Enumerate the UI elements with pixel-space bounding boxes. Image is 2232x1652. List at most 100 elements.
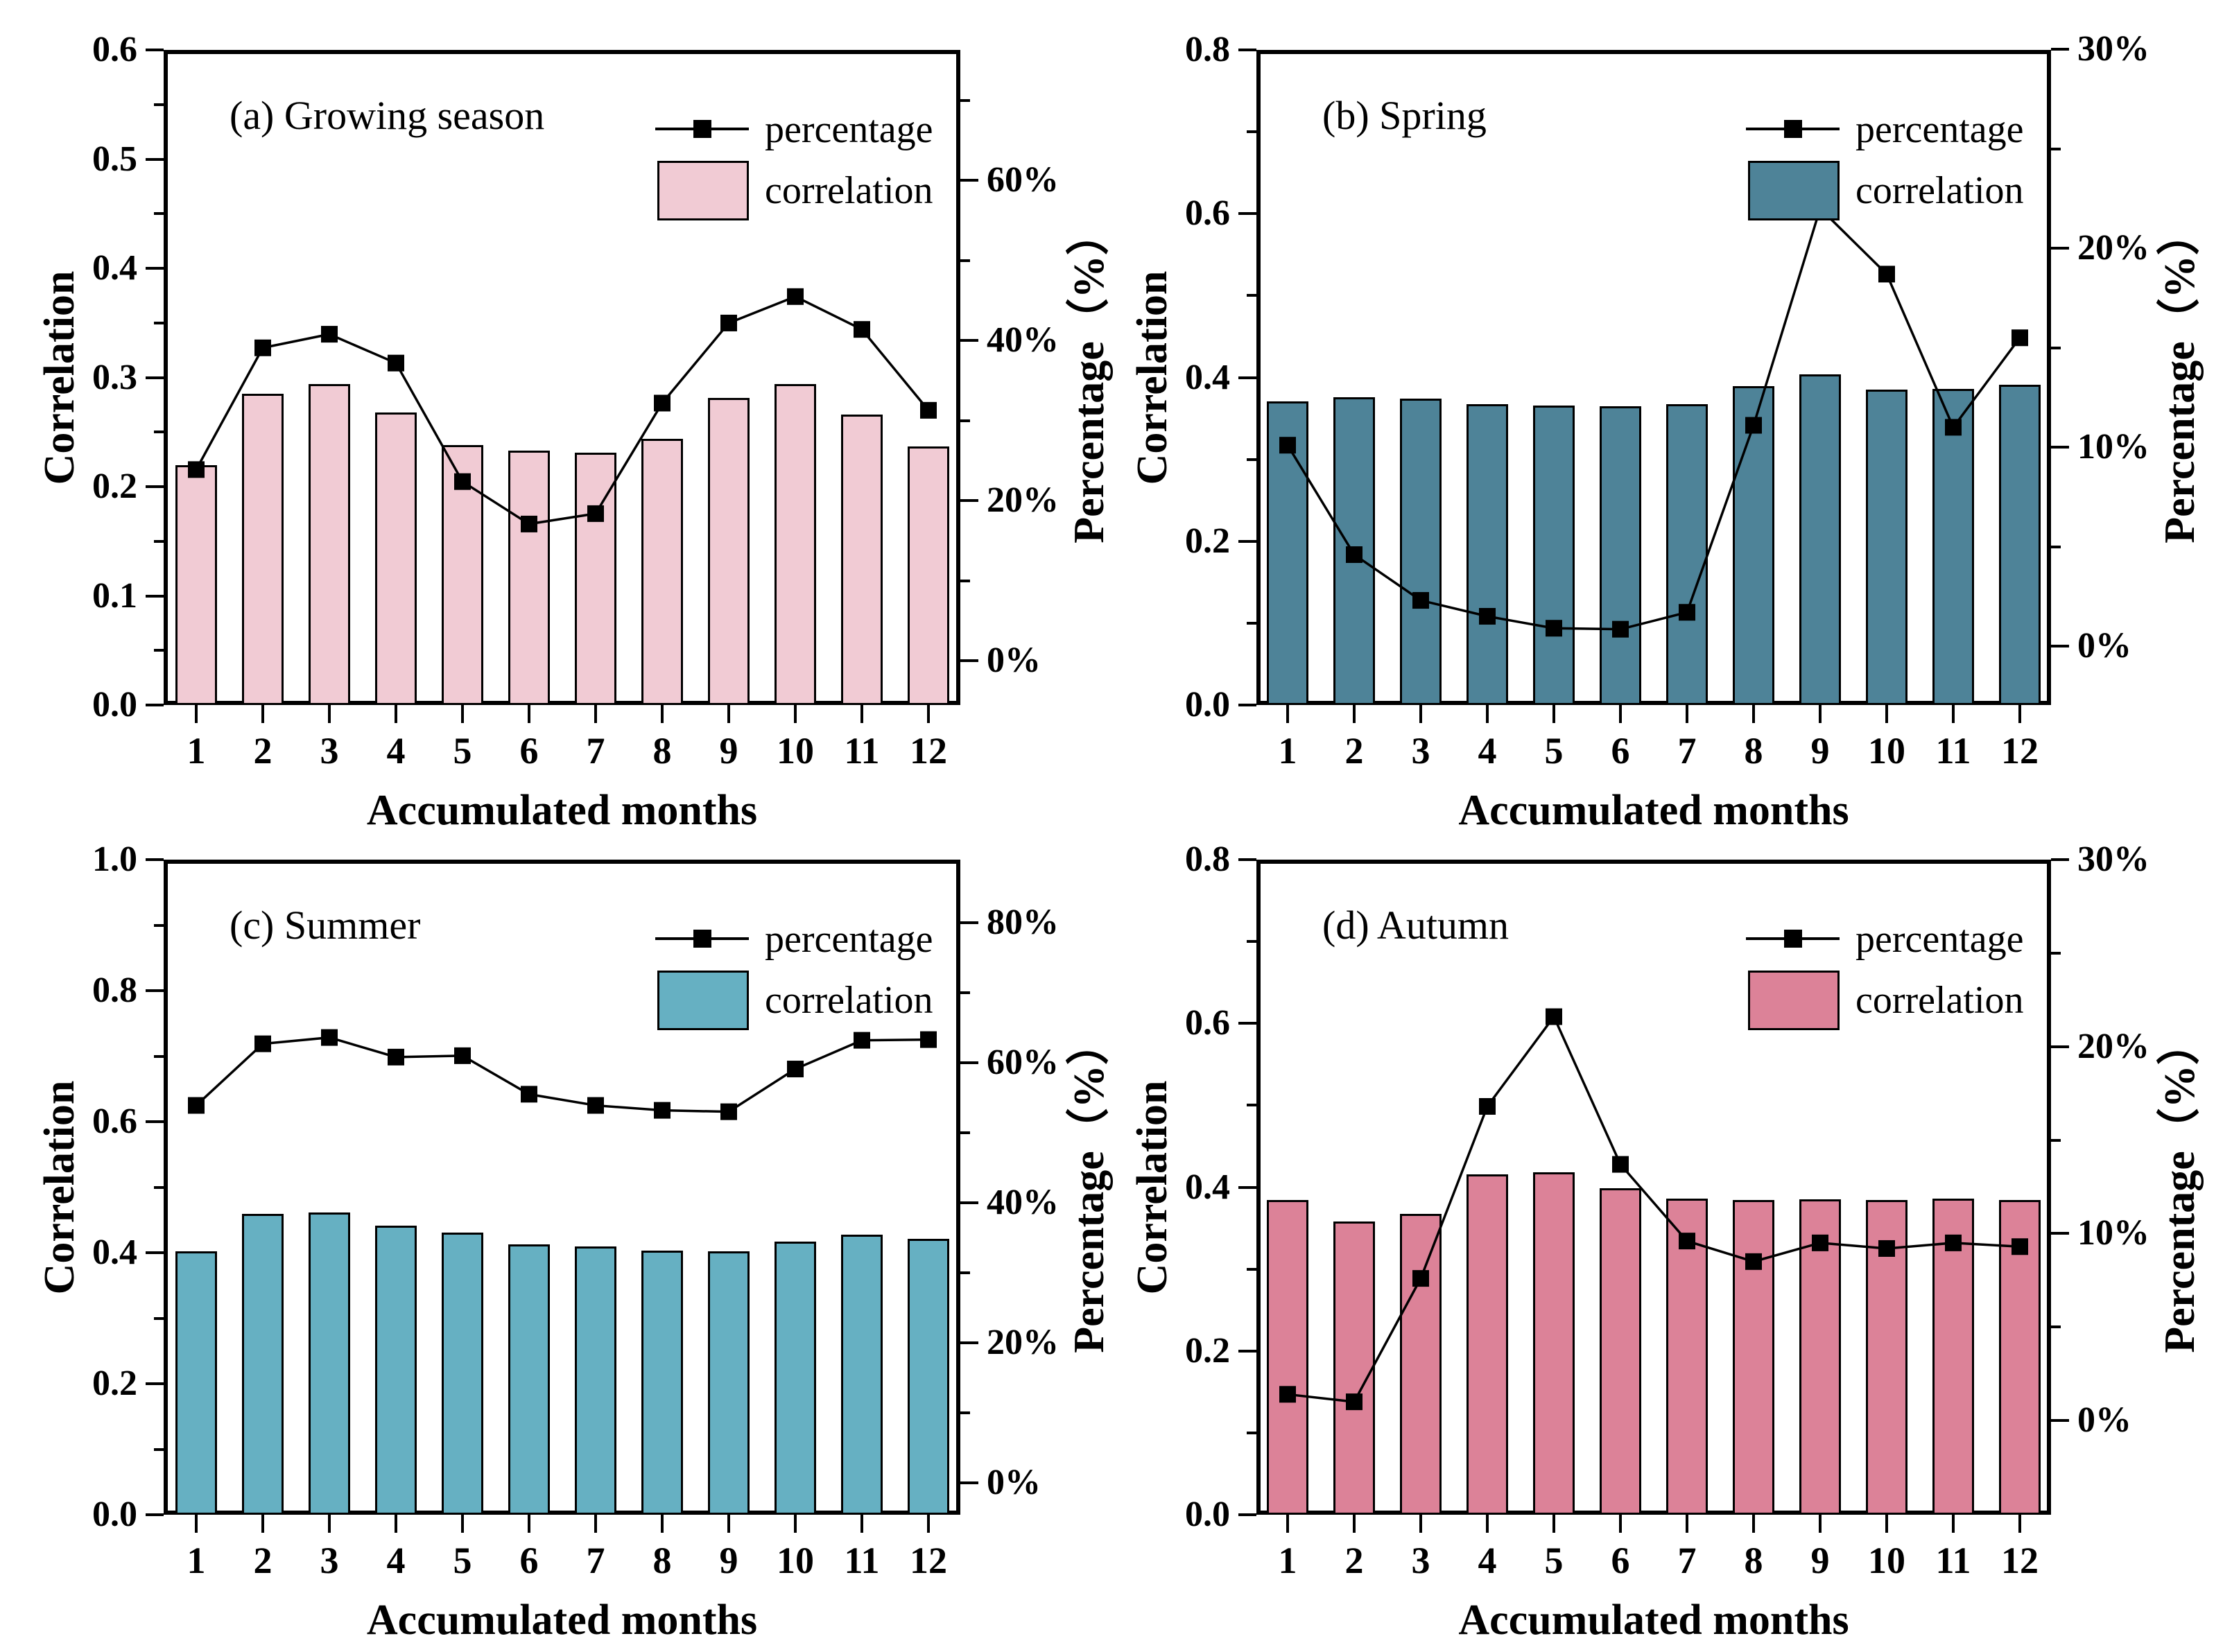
panel-a-right-axis-tick-label: 40% (987, 320, 1059, 360)
panel-c-x-axis-tick (727, 1515, 730, 1533)
panel-d-left-axis-minor-tick (1247, 1431, 1256, 1434)
panel-d-left-axis-major-tick (1238, 858, 1256, 861)
panel-d-right-axis-tick-label: 20% (2077, 1026, 2149, 1066)
panel-d-x-tick-label-month-11: 11 (1935, 1540, 1971, 1581)
panel-d-x-axis-tick (1619, 1515, 1622, 1533)
panel-d-x-axis-tick (1286, 1515, 1289, 1533)
panel-a-x-tick-label-month-3: 3 (320, 730, 339, 772)
panel-c-plot-frame (164, 860, 960, 1515)
panel-b-correlation-bar-month-3 (1400, 399, 1442, 705)
panel-a-title: (a) Growing season (230, 93, 545, 138)
panel-a-percentage-marker-month-4 (388, 354, 404, 372)
panel-c-x-axis-tick (528, 1515, 530, 1533)
panel-d-x-tick-label-month-6: 6 (1611, 1540, 1630, 1581)
panel-c-correlation-bar-month-12 (908, 1239, 949, 1515)
panel-b-x-tick-label-month-12: 12 (2001, 730, 2039, 772)
panel-b-x-tick-label-month-10: 10 (1868, 730, 1905, 772)
panel-b-x-tick-label-month-11: 11 (1935, 730, 1971, 772)
panel-b-left-axis-title: Correlation (1129, 270, 1176, 485)
panel-c-x-axis-tick (860, 1515, 863, 1533)
panel-c-left-axis-minor-tick (154, 1185, 164, 1189)
panel-a-x-axis-tick (528, 705, 530, 723)
panel-d-left-axis-major-tick (1238, 1022, 1256, 1025)
panel-a-percentage-marker-month-12 (920, 401, 937, 419)
panel-a-percentage-marker-month-6 (521, 515, 537, 532)
panel-b-right-axis-major-tick (2051, 446, 2069, 449)
panel-c-right-axis-tick-label: 40% (987, 1182, 1059, 1222)
panel-c-x-tick-label-month-8: 8 (652, 1540, 672, 1581)
panel-c-correlation-bar-month-8 (641, 1251, 683, 1515)
panel-a-percentage-marker-month-3 (321, 326, 338, 343)
panel-c-legend-correlation-swatch (657, 971, 749, 1030)
panel-b-correlation-bar-month-9 (1799, 374, 1841, 705)
panel-a-correlation-bar-month-12 (908, 446, 949, 705)
panel-c-percentage-marker-month-12 (920, 1031, 937, 1048)
panel-a-right-axis-title: Percentage（%） (1066, 211, 1113, 544)
panel-b-left-axis-tick-label: 0.0 (1185, 685, 1230, 724)
panel-d-left-axis-title: Correlation (1129, 1080, 1176, 1294)
panel-d-left-axis-major-tick (1238, 1185, 1256, 1189)
panel-d-x-axis-tick (1353, 1515, 1356, 1533)
panel-c-percentage-marker-month-2 (254, 1035, 271, 1052)
panel-c-right-axis-minor-tick (960, 991, 970, 994)
panel-c-left-axis-tick-label: 0.8 (92, 971, 137, 1010)
panel-b-x-axis-tick (1353, 705, 1356, 723)
panel-a-correlation-bar-month-6 (508, 451, 550, 705)
panel-c-correlation-bar-month-7 (575, 1246, 616, 1515)
panel-d-percentage-marker-month-4 (1479, 1097, 1496, 1115)
panel-a-legend-percentage-label: percentage (765, 108, 933, 151)
panel-b-correlation-bar-month-11 (1932, 389, 1974, 705)
panel-d-x-tick-label-month-2: 2 (1344, 1540, 1364, 1581)
panel-c-left-axis-major-tick (146, 858, 164, 861)
panel-a-x-axis-tick (860, 705, 863, 723)
panel-b-correlation-bar-month-6 (1600, 406, 1641, 705)
panel-d-x-axis-title: Accumulated months (1458, 1597, 1849, 1644)
panel-c-right-axis-tick-label: 0% (987, 1463, 1041, 1503)
panel-a-left-axis-major-tick (146, 157, 164, 161)
panel-b-right-axis-tick-label: 0% (2077, 626, 2131, 666)
panel-d-correlation-bar-month-11 (1932, 1199, 1974, 1515)
panel-c-right-axis-tick-label: 20% (987, 1323, 1059, 1362)
panel-a-percentage-marker-month-1 (188, 461, 205, 478)
panel-d-x-axis-tick (1552, 1515, 1555, 1533)
panel-a-correlation-bar-month-4 (375, 412, 417, 705)
panel-c-x-tick-label-month-10: 10 (777, 1540, 814, 1581)
panel-a-x-tick-label-month-12: 12 (910, 730, 947, 772)
panel-d-x-axis-tick (2018, 1515, 2021, 1533)
panel-c-legend-percentage-label: percentage (765, 918, 933, 961)
panel-a-x-tick-label-month-1: 1 (187, 730, 206, 772)
panel-d-correlation-bar-month-4 (1467, 1174, 1508, 1515)
panel-d-left-axis-minor-tick (1247, 1267, 1256, 1271)
panel-a-x-axis-tick (261, 705, 264, 723)
panel-b-right-axis-minor-tick (2051, 545, 2061, 548)
panel-b-percentage-marker-month-11 (1945, 419, 1962, 436)
panel-c-percentage-marker-month-10 (787, 1061, 804, 1078)
panel-d-correlation-bar-month-5 (1533, 1172, 1575, 1515)
panel-b-right-axis-minor-tick (2051, 346, 2061, 349)
panel-d-left-axis-tick-label: 0.6 (1185, 1003, 1230, 1043)
panel-c-x-axis-tick (661, 1515, 664, 1533)
panel-a-x-tick-label-month-5: 5 (453, 730, 472, 772)
panel-c-percentage-marker-month-4 (388, 1048, 404, 1066)
panel-a-correlation-bar-month-7 (575, 453, 616, 705)
panel-c-x-tick-label-month-2: 2 (253, 1540, 272, 1581)
panel-b-percentage-marker-month-3 (1412, 592, 1429, 609)
panel-d-correlation-bar-month-9 (1799, 1199, 1841, 1515)
panel-a-left-axis-tick-label: 0.5 (92, 139, 137, 179)
panel-c-percentage-marker-month-5 (454, 1047, 471, 1064)
panel-d-correlation-bar-month-7 (1666, 1199, 1708, 1515)
panel-c-correlation-bar-month-1 (175, 1251, 217, 1515)
panel-c-x-axis-tick (594, 1515, 597, 1533)
panel-c-x-axis-tick (261, 1515, 264, 1533)
panel-c-percentage-marker-month-6 (521, 1086, 537, 1103)
panel-d-percentage-marker-month-8 (1745, 1253, 1762, 1270)
panel-d-legend-percentage-label: percentage (1855, 918, 2024, 961)
panel-b-percentage-marker-month-1 (1279, 437, 1296, 454)
panel-c-left-axis-tick-label: 0.4 (92, 1233, 137, 1272)
panel-c-x-tick-label-month-7: 7 (586, 1540, 605, 1581)
panel-d-percentage-marker-month-7 (1679, 1233, 1695, 1250)
panel-d-left-axis-tick-label: 0.8 (1185, 840, 1230, 879)
panel-c-correlation-bar-month-4 (375, 1226, 417, 1515)
panel-b-right-axis-tick-label: 30% (2077, 29, 2149, 69)
panel-a-left-axis-minor-tick (154, 431, 164, 434)
